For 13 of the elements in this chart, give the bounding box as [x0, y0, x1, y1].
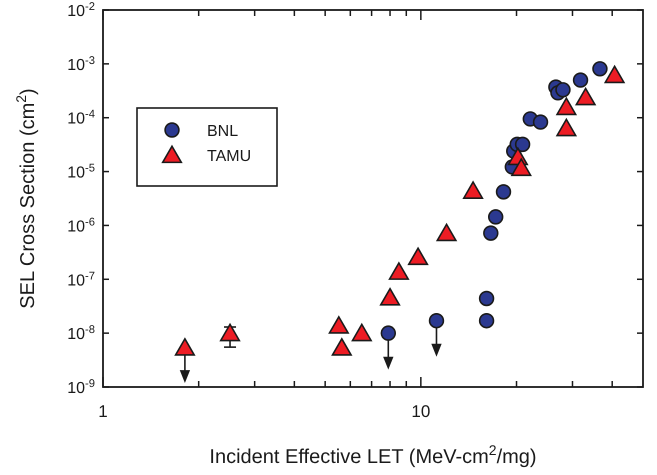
y-tick-label: 10$^{-2}$	[67, 1, 95, 20]
y-tick-label: 10$^{-7}$	[67, 270, 95, 290]
y-tick-label: 10$^{-3}$	[67, 54, 95, 74]
x-tick-label: 1	[98, 402, 108, 421]
legend-label: BNL	[207, 123, 238, 140]
y-tick-label: 10$^{-8}$	[67, 324, 95, 344]
y-tick-label: 10$^{-6}$	[67, 216, 95, 236]
y-tick-label: 10$^{-5}$	[67, 162, 95, 182]
y-tick-label: 10$^{-4}$	[67, 108, 95, 128]
x-axis-title: Incident Effective LET (MeV-cm$^{2}$/mg)	[209, 442, 537, 468]
legend-label: TAMU	[207, 148, 252, 165]
y-tick-label: 10$^{-9}$	[67, 378, 95, 397]
x-tick-label: 10	[411, 402, 430, 421]
